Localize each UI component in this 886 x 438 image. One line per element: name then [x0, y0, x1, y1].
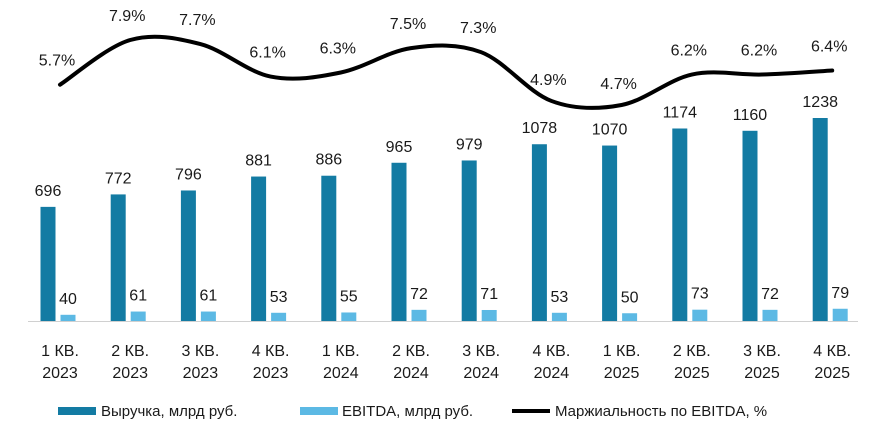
ebitda-bar: [622, 313, 638, 321]
ebitda-value-label: 40: [59, 291, 77, 308]
revenue-value-label: 696: [35, 183, 62, 200]
x-tick-label-quarter: 1 КВ.: [41, 343, 79, 360]
x-tick-label-year: 2024: [323, 365, 359, 382]
revenue-bar: [251, 176, 267, 321]
margin-value-label: 5.7%: [39, 53, 75, 70]
legend: Выручка, млрд руб. EBITDA, млрд руб. Маржи…: [58, 403, 767, 420]
ebitda-bar: [692, 309, 708, 321]
margin-value-label: 6.2%: [741, 43, 777, 60]
ebitda-value-label: 71: [480, 286, 498, 303]
legend-swatch-revenue: [58, 407, 96, 415]
x-tick-label-quarter: 3 КВ.: [743, 343, 781, 360]
x-tick-label-year: 2023: [112, 365, 148, 382]
revenue-value-label: 1160: [733, 107, 768, 124]
revenue-value-label: 979: [456, 136, 483, 153]
revenue-value-label: 881: [245, 153, 272, 170]
x-tick-label-quarter: 3 КВ.: [462, 343, 500, 360]
margin-value-label: 7.7%: [179, 12, 215, 29]
ebitda-bar: [762, 309, 778, 321]
ebitda-bar: [551, 312, 567, 321]
revenue-value-label: 886: [315, 152, 342, 169]
revenue-bar: [742, 130, 758, 321]
revenue-value-label: 1174: [663, 104, 698, 121]
x-tick-label-quarter: 4 КВ.: [813, 343, 851, 360]
ebitda-bar: [411, 309, 427, 321]
x-tick-label-year: 2025: [744, 365, 780, 382]
ebitda-bar: [60, 314, 76, 321]
margin-value-label: 4.9%: [530, 72, 566, 89]
revenue-bar: [812, 118, 828, 321]
ebitda-bar: [130, 311, 146, 321]
margin-value-label: 6.3%: [320, 41, 356, 58]
x-tick-label-year: 2023: [183, 365, 219, 382]
margin-value-label: 6.4%: [811, 38, 847, 55]
revenue-value-label: 1078: [522, 120, 558, 137]
labels-layer: 696 40 772 61 796 61 881 53 886 55 965 72 979 71 1078 5…: [35, 8, 850, 308]
x-tick-label-quarter: 4 КВ.: [252, 343, 290, 360]
x-tick-label-quarter: 2 КВ.: [673, 343, 711, 360]
x-tick-label-quarter: 2 КВ.: [392, 343, 430, 360]
ebitda-value-label: 72: [410, 286, 428, 303]
x-tick-label-quarter: 2 КВ.: [111, 343, 149, 360]
x-tick-label-year: 2025: [814, 365, 850, 382]
x-tick-label-year: 2025: [674, 365, 710, 382]
ebitda-value-label: 53: [551, 289, 569, 306]
legend-label-revenue: Выручка, млрд руб.: [101, 403, 237, 420]
revenue-bar: [40, 206, 56, 321]
x-tick-label-year: 2023: [253, 365, 289, 382]
x-tick-label-year: 2023: [42, 365, 78, 382]
x-tick-label-year: 2024: [463, 365, 499, 382]
revenue-bar: [110, 194, 126, 321]
ebitda-value-label: 73: [691, 286, 709, 303]
margin-value-label: 7.9%: [109, 8, 145, 25]
ebitda-value-label: 61: [129, 288, 147, 305]
x-tick-label-year: 2024: [534, 365, 570, 382]
ebitda-bar: [832, 308, 848, 321]
margin-line-layer: [58, 34, 835, 111]
revenue-value-label: 772: [105, 170, 132, 187]
revenue-bar: [461, 160, 477, 321]
x-tick-label-year: 2024: [393, 365, 429, 382]
ebitda-value-label: 79: [831, 285, 849, 302]
x-tick-label-quarter: 4 КВ.: [533, 343, 571, 360]
margin-value-label: 7.3%: [460, 20, 496, 37]
margin-value-label: 6.1%: [249, 45, 285, 62]
ebitda-value-label: 55: [340, 288, 358, 305]
revenue-bar: [321, 175, 337, 321]
bars-layer: [40, 118, 848, 321]
revenue-bar: [180, 190, 196, 321]
x-tick-label-quarter: 1 КВ.: [322, 343, 360, 360]
ebitda-bar: [271, 312, 287, 321]
revenue-value-label: 1238: [802, 94, 838, 111]
margin-value-label: 7.5%: [390, 16, 426, 33]
x-tick-label-year: 2025: [604, 365, 640, 382]
margin-value-label: 6.2%: [671, 43, 707, 60]
revenue-bar: [602, 145, 618, 321]
legend-label-ebitda: EBITDA, млрд руб.: [342, 403, 473, 420]
revenue-value-label: 965: [386, 139, 413, 156]
legend-swatch-ebitda: [300, 407, 338, 415]
ebitda-bar: [341, 312, 357, 321]
revenue-value-label: 1070: [592, 122, 628, 139]
ebitda-value-label: 61: [200, 288, 218, 305]
x-tick-label-quarter: 3 КВ.: [182, 343, 220, 360]
revenue-bar: [531, 144, 547, 321]
x-tick-label-quarter: 1 КВ.: [603, 343, 641, 360]
ebitda-bar: [200, 311, 216, 321]
revenue-bar: [391, 162, 407, 321]
revenue-bar: [672, 128, 688, 321]
revenue-value-label: 796: [175, 166, 202, 183]
ebitda-value-label: 53: [270, 289, 288, 306]
ebitda-value-label: 72: [761, 286, 779, 303]
legend-label-margin: Маржиальность по EBITDA, %: [555, 403, 767, 420]
x-tick-labels: 1 КВ. 2023 2 КВ. 2023 3 КВ. 2023 4 КВ. 2023 1 КВ…: [41, 343, 851, 382]
ebitda-bar: [481, 309, 497, 321]
ebitda-value-label: 50: [621, 289, 639, 306]
margin-value-label: 4.7%: [600, 76, 636, 93]
margin-line: [58, 34, 835, 111]
